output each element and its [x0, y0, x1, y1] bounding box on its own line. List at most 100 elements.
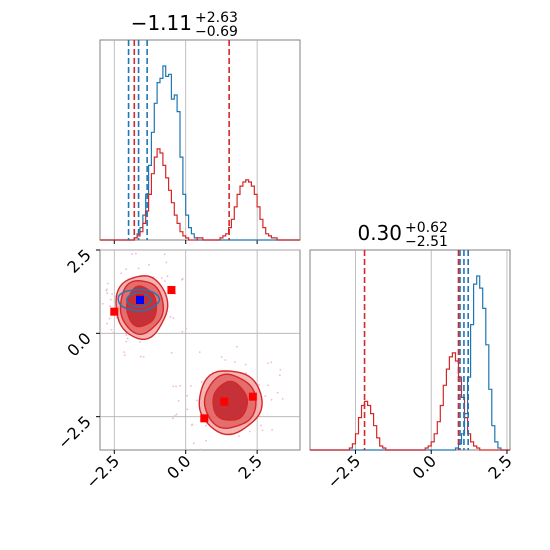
- joint-panel: −2.5 0.0 2.5 2.5 0.0 −2.5: [54, 245, 301, 492]
- scatter-point: [279, 368, 282, 371]
- scatter-point: [106, 292, 109, 295]
- scatter-point: [108, 317, 111, 320]
- scatter-point: [111, 292, 114, 295]
- scatter-point: [163, 253, 166, 256]
- scatter-point: [244, 372, 247, 375]
- scatter-point: [192, 442, 195, 445]
- marginal-x-frame: [99, 39, 301, 241]
- joint-contours: [115, 275, 263, 436]
- scatter-point: [137, 267, 140, 270]
- scatter-point: [258, 384, 260, 386]
- scatter-point: [125, 340, 128, 343]
- scatter-point: [224, 359, 227, 361]
- scatter-point: [179, 384, 181, 387]
- scatter-point: [181, 277, 184, 280]
- marginal-x-quantile-lines: [127, 40, 230, 240]
- marginal-x-histogram-red: [100, 148, 300, 241]
- scatter-point: [172, 385, 175, 388]
- marginal-x-title: −1.11: [131, 11, 192, 35]
- red-square-marker: [200, 414, 209, 423]
- scatter-point: [236, 345, 238, 348]
- scatter-point: [281, 397, 284, 400]
- scatter-point: [131, 253, 133, 255]
- scatter-point: [190, 424, 193, 427]
- marginal-y-x-tick-label: 0.0: [409, 451, 440, 482]
- scatter-point: [271, 429, 274, 431]
- marginal-y-panel: −2.5 0.0 2.5 0.30 +0.62 −2.51: [309, 220, 516, 492]
- scatter-point: [185, 327, 188, 330]
- scatter-point: [234, 360, 236, 363]
- scatter-point: [278, 374, 281, 377]
- red-square-marker: [110, 307, 119, 316]
- scatter-point: [186, 408, 189, 411]
- scatter-point: [198, 351, 201, 354]
- scatter-point: [199, 448, 201, 451]
- marginal-y-title-sub: −2.51: [405, 234, 448, 250]
- scatter-point: [109, 305, 112, 308]
- joint-y-tick-label: −2.5: [54, 412, 95, 453]
- marginal-y-quantile-lines: [363, 250, 469, 450]
- marginal-x-title-sup: +2.63: [195, 10, 238, 26]
- joint-scatter-points: [101, 252, 284, 451]
- scatter-point: [267, 362, 269, 365]
- joint-y-tick-label: 2.5: [63, 245, 94, 276]
- scatter-point: [170, 351, 173, 354]
- red-contour-1-2: [212, 380, 249, 421]
- scatter-point: [166, 275, 169, 278]
- red-square-marker: [167, 286, 176, 294]
- scatter-point: [125, 268, 128, 271]
- blue-contour-1: [126, 292, 152, 308]
- scatter-point: [125, 334, 128, 336]
- scatter-point: [186, 394, 189, 397]
- marginal-x-title-sub: −0.69: [195, 24, 238, 40]
- scatter-point: [120, 272, 123, 275]
- scatter-point: [181, 330, 184, 333]
- scatter-point: [267, 384, 270, 387]
- joint-x-ticks: −2.5 0.0 2.5: [82, 450, 266, 492]
- marginal-y-title: 0.30: [357, 221, 402, 245]
- scatter-point: [110, 328, 113, 331]
- marginal-y-title-sup: +0.62: [405, 220, 448, 236]
- blue-square-marker: [136, 296, 144, 304]
- scatter-point: [270, 398, 273, 401]
- joint-x-tick-label: 0.0: [163, 451, 194, 482]
- scatter-point: [237, 435, 240, 437]
- marginal-y-histogram-red: [310, 352, 510, 451]
- scatter-point: [101, 302, 104, 305]
- scatter-point: [165, 261, 168, 264]
- scatter-point: [172, 317, 175, 319]
- marginal-y-title-main: 0.30: [357, 221, 402, 245]
- scatter-point: [134, 252, 137, 255]
- scatter-point: [276, 391, 279, 394]
- scatter-point: [244, 363, 247, 366]
- scatter-point: [205, 424, 207, 427]
- scatter-point: [106, 322, 108, 325]
- marginal-y-x-tick-label: 2.5: [484, 451, 515, 482]
- red-square-marker: [220, 397, 229, 406]
- scatter-point: [205, 439, 207, 442]
- scatter-point: [112, 331, 115, 334]
- red-square-marker: [248, 392, 257, 401]
- scatter-point: [163, 280, 166, 282]
- scatter-point: [123, 354, 126, 357]
- marginal-y-grid: [355, 250, 508, 450]
- scatter-point: [148, 263, 150, 266]
- scatter-point: [264, 395, 267, 398]
- marginal-y-histograms: [310, 275, 510, 451]
- joint-y-ticks: 2.5 0.0 −2.5: [54, 245, 100, 453]
- marginal-x-title-main: −1.11: [131, 11, 192, 35]
- scatter-point: [142, 355, 145, 358]
- scatter-point: [196, 399, 199, 402]
- scatter-point: [160, 277, 163, 279]
- blue-contour-0: [117, 288, 161, 312]
- scatter-point: [139, 355, 142, 358]
- joint-x-tick-label: 2.5: [235, 451, 266, 482]
- scatter-point: [175, 413, 178, 416]
- scatter-point: [114, 295, 116, 298]
- scatter-point: [175, 385, 177, 388]
- scatter-point: [106, 282, 109, 285]
- joint-x-tick-label: −2.5: [82, 451, 123, 492]
- scatter-point: [177, 399, 180, 402]
- scatter-point: [123, 351, 126, 354]
